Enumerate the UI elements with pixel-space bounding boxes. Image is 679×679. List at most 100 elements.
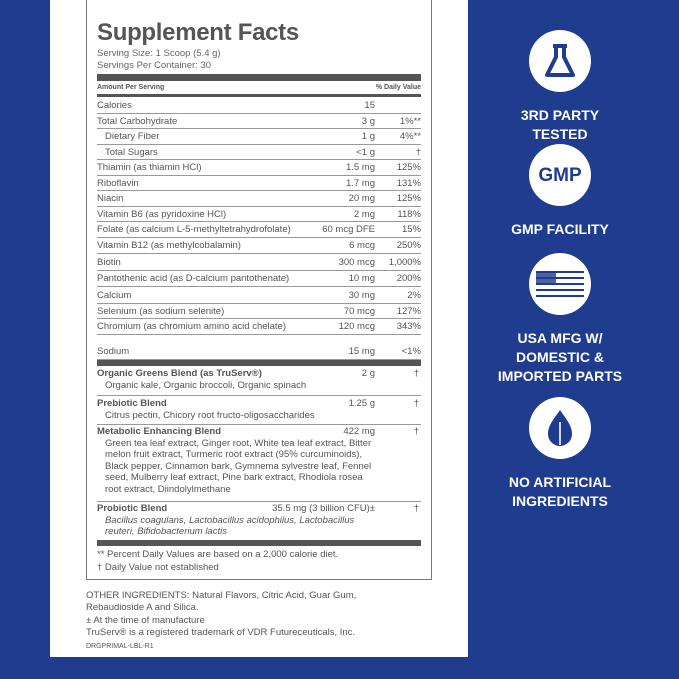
facts-row: Vitamin B6 (as pyridoxine HCl) 2 mg 118%	[97, 207, 421, 222]
badge-label: DOMESTIC &	[516, 349, 604, 365]
nutrient-amount: 300 mcg	[338, 257, 375, 268]
facts-row: Thiamin (as thiamin HCl) 1.5 mg 125%	[97, 160, 421, 176]
nutrient-name: Niacin	[97, 193, 124, 204]
nutrient-name: Thiamin (as thiamin HCl)	[97, 162, 202, 173]
nutrient-name: Total Carbohydrate	[97, 115, 178, 127]
nutrient-amount: 20 mg	[348, 193, 375, 204]
nutrient-name: Pantothenic acid (as D-calcium pantothen…	[97, 273, 290, 284]
facts-row: Total Carbohydrate 3 g 1%**	[97, 114, 421, 129]
manufacture-note: ± At the time of manufacture	[86, 615, 205, 626]
blend-row: Metabolic Enhancing Blend 422 mg † Green te…	[97, 426, 421, 502]
nutrient-name: Calcium	[97, 290, 132, 301]
nutrient-dv: <1%	[401, 346, 421, 357]
badge-usa: USA MFG W/ DOMESTIC & IMPORTED PARTS	[490, 253, 630, 386]
blend-dv: †	[413, 426, 419, 437]
badge-natural: NO ARTIFICIAL INGREDIENTS	[490, 397, 630, 511]
nutrient-dv: 4%**	[399, 131, 421, 142]
badge-label: USA MFG W/	[517, 330, 603, 346]
nutrient-name: Chromium (as chromium amino acid chelate…	[97, 321, 287, 332]
badge-label: IMPORTED PARTS	[497, 368, 623, 384]
nutrient-name: Folate (as calcium L-5-methyltetrahydrof…	[97, 224, 291, 235]
servings-per-container: Servings Per Container: 30	[97, 60, 212, 71]
badge-label: GMP FACILITY	[511, 221, 609, 237]
facts-row: Biotin 300 mcg 1,000%	[97, 255, 421, 271]
facts-row: Calories 15	[97, 98, 421, 114]
nutrient-name: Selenium (as sodium selenite)	[97, 305, 225, 317]
facts-box: Supplement Facts Serving Size: 1 Scoop (…	[86, 0, 432, 580]
badge-label: 3RD PARTY	[520, 107, 600, 123]
facts-row: Dietary Fiber 1 g 4%**	[97, 129, 421, 145]
facts-row: Folate (as calcium L-5-methyltetrahydrof…	[97, 222, 421, 238]
leaf-icon	[529, 397, 591, 459]
badge-gmp: GMP GMP FACILITY	[490, 144, 630, 239]
facts-row: Total Sugars <1 g †	[97, 145, 421, 160]
nutrient-dv: 125%	[396, 193, 421, 204]
nutrient-dv: 15%	[401, 224, 421, 235]
dv-header: % Daily Value	[375, 84, 421, 91]
nutrient-amount: 15 mg	[348, 346, 375, 357]
facts-row: Selenium (as sodium selenite) 70 mcg 127%	[97, 304, 421, 319]
trademark-note: TruServ® is a registered trademark of VD…	[86, 627, 356, 638]
flask-icon	[529, 30, 591, 92]
blend-ingredients: Citrus pectin, Chicory root fructo-oligo…	[105, 409, 315, 421]
nutrient-dv: 127%	[396, 305, 421, 317]
blend-ingredients: Green tea leaf extract, Ginger root, Whi…	[105, 437, 372, 495]
footnote-dagger: † Daily Value not established	[97, 562, 219, 573]
badge-label: NO ARTIFICIAL	[508, 474, 612, 490]
blend-name: Prebiotic Blend	[97, 398, 167, 409]
nutrient-dv: 343%	[396, 321, 421, 332]
nutrient-amount: 10 mg	[348, 273, 375, 284]
facts-title: Supplement Facts	[97, 19, 299, 46]
nutrient-amount: 1.7 mg	[345, 177, 375, 189]
label-code: DRGPRIMAL-LBL-R1	[86, 643, 154, 650]
badge-label: INGREDIENTS	[512, 493, 608, 509]
blend-amount: 35.5 mg (3 billion CFU)±	[272, 503, 375, 514]
nutrient-amount: 70 mcg	[343, 305, 375, 317]
footnote-dv: ** Percent Daily Values are based on a 2…	[97, 549, 339, 560]
nutrient-amount: 15	[364, 100, 375, 111]
blend-amount: 422 mg	[343, 426, 375, 437]
nutrient-dv: 1,000%	[388, 257, 421, 268]
divider-bar	[97, 94, 421, 97]
nutrient-dv: †	[415, 146, 421, 158]
blend-amount: 2 g	[361, 368, 375, 379]
blend-dv: †	[413, 503, 419, 514]
nutrient-amount: 120 mcg	[338, 321, 375, 332]
facts-row: Niacin 20 mg 125%	[97, 191, 421, 207]
blend-ingredients: Bacillus coagulans, Lactobacillus acidop…	[105, 514, 355, 538]
blend-row: Probiotic Blend 35.5 mg (3 billion CFU)± †…	[97, 503, 421, 540]
nutrient-amount: 2 mg	[353, 208, 375, 220]
nutrient-amount: 3 g	[361, 115, 375, 127]
gmp-icon-text: GMP	[538, 164, 582, 186]
nutrient-name: Total Sugars	[105, 146, 158, 158]
facts-row: Chromium (as chromium amino acid chelate…	[97, 319, 421, 335]
facts-row: Pantothenic acid (as D-calcium pantothen…	[97, 271, 421, 287]
us-flag-icon	[529, 253, 591, 315]
nutrient-name: Riboflavin	[97, 177, 139, 189]
amount-header: Amount Per Serving	[97, 84, 165, 91]
blend-name: Probiotic Blend	[97, 503, 168, 514]
blend-row: Prebiotic Blend 1.25 g † Citrus pectin, Chi…	[97, 398, 421, 425]
nutrient-name: Calories	[97, 100, 132, 111]
nutrient-name: Dietary Fiber	[105, 131, 160, 142]
facts-row: Riboflavin 1.7 mg 131%	[97, 176, 421, 191]
divider-bar	[97, 540, 421, 546]
nutrient-dv: 250%	[396, 240, 421, 251]
serving-size: Serving Size: 1 Scoop (5.4 g)	[97, 48, 221, 59]
nutrient-name: Sodium	[97, 346, 130, 357]
nutrient-dv: 2%	[407, 290, 421, 301]
blend-ingredients: Organic kale, Organic broccoli, Organic …	[105, 379, 307, 391]
blend-dv: †	[413, 398, 419, 409]
blend-row: Organic Greens Blend (as TruServ®) 2 g † Or…	[97, 368, 421, 396]
gmp-icon: GMP	[529, 144, 591, 206]
supplement-facts-panel: Supplement Facts Serving Size: 1 Scoop (…	[50, 0, 468, 657]
nutrient-name: Vitamin B12 (as methylcobalamin)	[97, 240, 241, 251]
facts-row: Vitamin B12 (as methylcobalamin) 6 mcg 250…	[97, 238, 421, 254]
nutrient-amount: 6 mcg	[349, 240, 375, 251]
nutrient-amount: 60 mcg DFE	[322, 224, 375, 235]
nutrient-dv: 131%	[396, 177, 421, 189]
nutrient-amount: 30 mg	[348, 290, 375, 301]
nutrient-dv: 1%**	[399, 115, 421, 127]
badge-third-party: 3RD PARTY TESTED	[490, 30, 630, 144]
other-ingredients: OTHER INGREDIENTS: Natural Flavors, Citr…	[86, 590, 357, 613]
